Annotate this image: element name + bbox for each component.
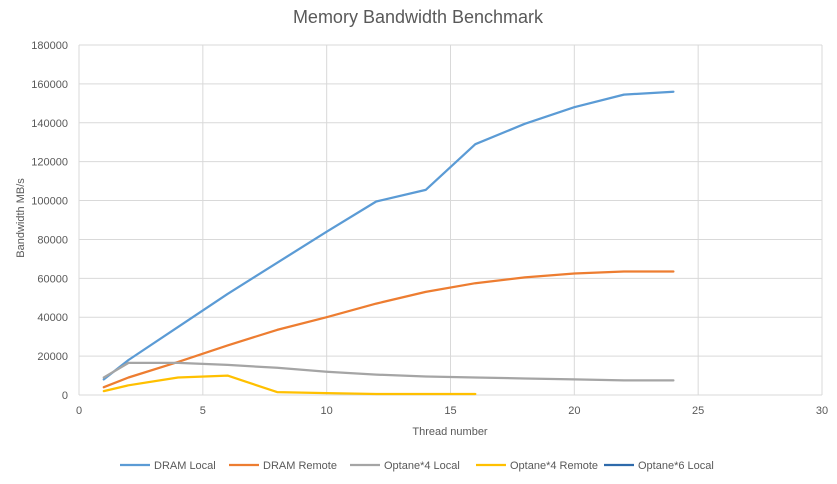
legend-label-optane-4-local: Optane*4 Local bbox=[384, 460, 460, 472]
x-tick-label: 5 bbox=[200, 405, 206, 417]
x-tick-label: 25 bbox=[692, 405, 704, 417]
gridlines bbox=[79, 44, 823, 395]
y-tick-label: 140000 bbox=[31, 118, 68, 130]
y-tick-label: 20000 bbox=[37, 351, 68, 363]
y-axis-title: Bandwidth MB/s bbox=[15, 178, 27, 258]
legend: DRAM Local DRAM Remote Optane*4 Local Optan… bbox=[120, 460, 714, 472]
legend-label-dram-local: DRAM Local bbox=[154, 460, 216, 472]
series-line-optane-4-remote bbox=[102, 374, 477, 396]
legend-label-optane-6-local: Optane*6 Local bbox=[638, 460, 714, 472]
y-tick-label: 180000 bbox=[31, 40, 68, 52]
y-tick-label: 160000 bbox=[31, 79, 68, 91]
y-tick-label: 0 bbox=[62, 390, 68, 402]
y-tick-label: 120000 bbox=[31, 157, 68, 169]
x-axis-title: Thread number bbox=[412, 426, 488, 438]
y-tick-label: 80000 bbox=[37, 234, 68, 246]
x-tick-label: 15 bbox=[444, 405, 456, 417]
y-tick-label: 100000 bbox=[31, 196, 68, 208]
series-lines bbox=[102, 90, 675, 396]
x-tick-label: 10 bbox=[321, 405, 333, 417]
x-tick-label: 0 bbox=[76, 405, 82, 417]
y-tick-label: 60000 bbox=[37, 273, 68, 285]
legend-label-dram-remote: DRAM Remote bbox=[263, 460, 337, 472]
legend-label-optane-4-remote: Optane*4 Remote bbox=[510, 460, 598, 472]
x-tick-label: 30 bbox=[816, 405, 828, 417]
series-line-dram-local bbox=[102, 90, 675, 381]
chart-title: Memory Bandwidth Benchmark bbox=[293, 7, 544, 27]
series-line-dram-remote bbox=[102, 270, 675, 389]
y-tick-label: 40000 bbox=[37, 312, 68, 324]
series-line-optane-4-local bbox=[102, 361, 675, 382]
x-tick-label: 20 bbox=[568, 405, 580, 417]
axes: 0 20000 40000 60000 80000 100000 120000 140000 1… bbox=[31, 40, 828, 417]
